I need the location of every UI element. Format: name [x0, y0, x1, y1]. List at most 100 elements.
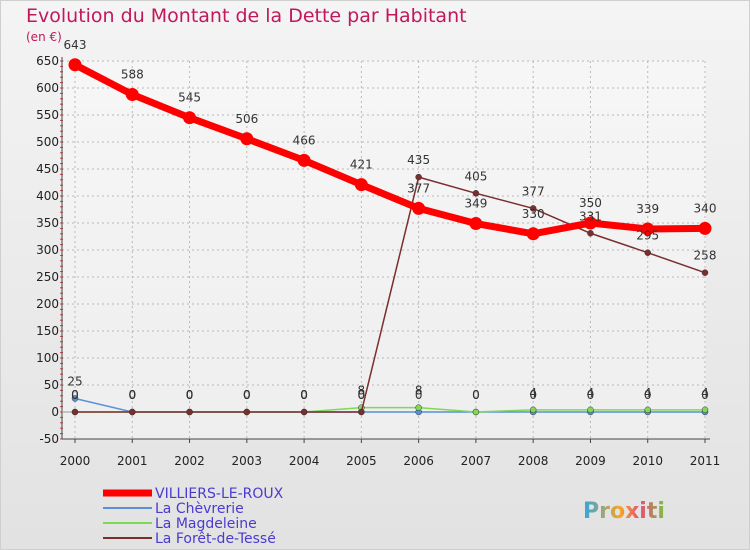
data-label: 0 — [358, 388, 366, 402]
data-label: 0 — [186, 388, 194, 402]
data-label: 0 — [644, 388, 652, 402]
data-label: 0 — [186, 388, 194, 402]
x-tick-label: 2007 — [461, 454, 492, 468]
data-label: 0 — [243, 388, 251, 402]
y-tick-label: 300 — [36, 243, 59, 257]
data-label: 0 — [243, 388, 251, 402]
x-tick-label: 2008 — [518, 454, 549, 468]
series-point — [698, 221, 712, 235]
data-label: 0 — [186, 388, 194, 402]
y-tick-label: 650 — [36, 54, 59, 68]
series-point — [240, 132, 254, 146]
series-point — [300, 408, 308, 416]
data-label: 0 — [128, 388, 136, 402]
data-label: 8 — [358, 384, 366, 398]
data-label: 0 — [300, 388, 308, 402]
series — [68, 58, 712, 416]
series-point — [583, 216, 597, 230]
series-point — [71, 408, 79, 416]
y-axis-unit: (en €) — [26, 30, 62, 44]
x-tick-label: 2004 — [289, 454, 320, 468]
data-label: 0 — [300, 388, 308, 402]
data-label: 0 — [243, 388, 251, 402]
series-point — [469, 217, 483, 231]
series-point — [529, 205, 537, 212]
series-point — [71, 395, 79, 402]
data-label: 0 — [472, 388, 480, 402]
proxiti-logo: Proxiti — [583, 499, 665, 524]
data-label: 0 — [71, 388, 79, 402]
data-label: 0 — [701, 388, 709, 402]
data-label: 8 — [415, 384, 423, 398]
data-label: 643 — [64, 38, 87, 52]
x-tick-label: 2011 — [690, 454, 721, 468]
legend-label: La Magdeleine — [155, 516, 257, 532]
series-point — [358, 408, 365, 416]
data-label: 339 — [636, 202, 659, 216]
data-label: 0 — [472, 388, 480, 402]
legend-label: La Forêt-de-Tessé — [155, 531, 276, 547]
data-label: 466 — [293, 133, 316, 147]
data-label: 330 — [522, 207, 545, 221]
data-label: 0 — [300, 388, 308, 402]
legend-label: La Chèvrerie — [155, 501, 244, 517]
y-tick-label: 0 — [51, 405, 59, 419]
series-point — [587, 230, 594, 237]
series-point — [415, 173, 422, 181]
data-label: 545 — [178, 91, 201, 105]
y-tick-label: 50 — [44, 378, 59, 392]
series-0 — [68, 58, 712, 241]
y-tick-label: 550 — [36, 108, 59, 122]
x-tick-label: 2001 — [117, 454, 148, 468]
y-tick-label: 400 — [36, 189, 59, 203]
data-label: 0 — [358, 388, 366, 402]
data-label: 340 — [694, 201, 717, 215]
series-line — [71, 61, 709, 238]
data-label: 0 — [71, 388, 79, 402]
y-tick-label: 500 — [36, 135, 59, 149]
series-point — [297, 153, 311, 167]
x-tick-label: 2010 — [632, 454, 663, 468]
y-tick-label: 150 — [36, 324, 59, 338]
series-point — [701, 406, 709, 414]
x-tick-label: 2006 — [403, 454, 434, 468]
data-label: 349 — [464, 197, 487, 211]
data-label: 331 — [579, 209, 602, 223]
series-point — [68, 58, 82, 72]
y-tick-label: 450 — [36, 162, 59, 176]
data-label: 377 — [522, 184, 545, 198]
axes: -500501001502002503003504004505005506006… — [36, 54, 720, 468]
data-label: 25 — [67, 375, 82, 389]
data-label: 0 — [128, 388, 136, 402]
series-point — [587, 406, 594, 414]
data-label: 421 — [350, 158, 373, 172]
y-tick-label: 200 — [36, 297, 59, 311]
x-tick-label: 2005 — [346, 454, 377, 468]
series-point — [415, 404, 422, 411]
data-label: 377 — [407, 181, 430, 195]
x-tick-label: 2003 — [232, 454, 263, 468]
series-point — [125, 87, 139, 101]
series-point — [129, 408, 136, 416]
data-label: 405 — [464, 169, 487, 183]
data-label: 4 — [701, 386, 709, 400]
chart-title: Evolution du Montant de la Dette par Hab… — [26, 5, 467, 27]
series-point — [243, 408, 251, 416]
series-line — [74, 176, 706, 413]
data-label: 4 — [529, 386, 537, 400]
series-point — [472, 190, 480, 197]
y-tick-label: -50 — [39, 432, 59, 446]
x-tick-label: 2000 — [60, 454, 91, 468]
legend-label: VILLIERS-LE-ROUX — [155, 486, 284, 502]
y-tick-label: 100 — [36, 351, 59, 365]
data-label: 506 — [235, 112, 258, 126]
data-label: 588 — [121, 67, 144, 81]
series-3 — [71, 173, 709, 416]
x-tick-label: 2002 — [174, 454, 205, 468]
y-tick-label: 350 — [36, 216, 59, 230]
series-point — [526, 227, 540, 241]
data-label: 0 — [128, 388, 136, 402]
